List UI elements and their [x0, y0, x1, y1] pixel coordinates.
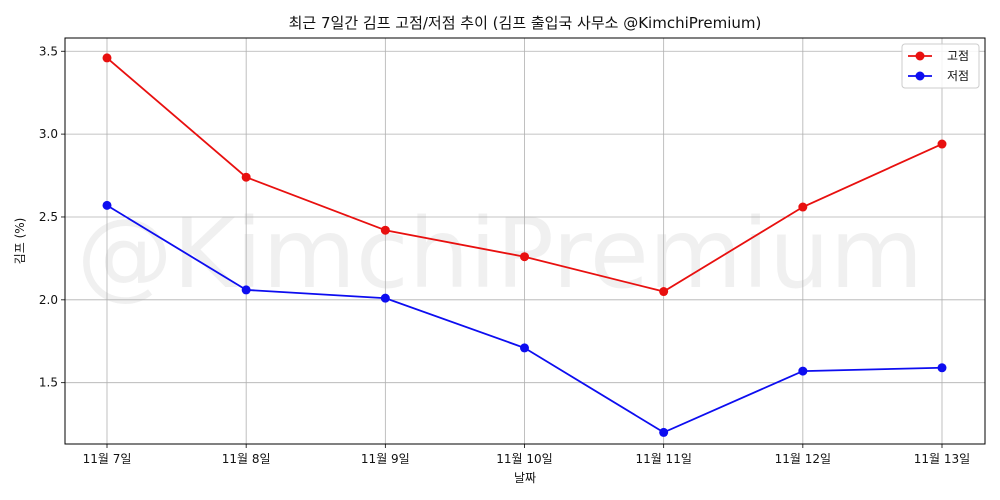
data-point: 저점 11월 7일: 2.57: [102, 200, 112, 210]
data-point: 저점 11월 12일: 1.57: [798, 366, 808, 376]
data-point: 고점 11월 12일: 2.56: [798, 202, 808, 212]
y-tick-label: 3.0: [39, 127, 58, 141]
series-layer: 고점 11월 7일: 3.46 고점 11월 8일: 2.74 고점 11월 9일:…: [102, 53, 947, 437]
grid: [65, 38, 985, 444]
x-tick-label: 11월 9일: [361, 452, 410, 466]
data-point: 저점 11월 11일: 1.2: [659, 427, 669, 437]
x-tick-label: 11월 8일: [222, 452, 271, 466]
data-point: 저점 11월 9일: 2.01: [380, 293, 390, 303]
y-tick-label: 2.5: [39, 210, 58, 224]
legend-label: 저점: [947, 69, 969, 83]
data-point: 저점 11월 8일: 2.06: [241, 285, 251, 295]
plot-area: [64, 37, 986, 445]
legend-item[interactable]: 고점: [908, 49, 969, 63]
x-axis: 11월 7일 11월 8일 11월 9일 11월 10일 11월 11일 11월 12일 1…: [83, 444, 970, 466]
data-point: 고점 11월 13일: 2.94: [937, 139, 947, 149]
data-point: 고점 11월 9일: 2.42: [380, 225, 390, 235]
x-tick-label: 11월 13일: [914, 452, 970, 466]
legend-item[interactable]: 저점: [908, 69, 969, 83]
y-tick-label: 3.5: [39, 44, 58, 58]
x-tick-label: 11월 12일: [775, 452, 831, 466]
y-axis: 1.5 2.0 2.5 3.0 3.5: [39, 44, 65, 390]
x-tick-label: 11월 10일: [496, 452, 552, 466]
data-point: 고점 11월 10일: 2.26: [520, 252, 529, 262]
x-tick-label: 11월 11일: [635, 452, 691, 466]
x-axis-label: 날짜: [514, 471, 536, 485]
legend-label: 고점: [947, 49, 969, 63]
x-tick-label: 11월 7일: [83, 452, 132, 466]
data-point: 고점 11월 11일: 2.05: [659, 287, 669, 297]
y-tick-label: 2.0: [39, 293, 58, 307]
y-axis-label: 김프 (%): [13, 218, 27, 265]
series-high: 고점 11월 7일: 3.46 고점 11월 8일: 2.74 고점 11월 9일:…: [102, 53, 947, 297]
data-point: 고점 11월 7일: 3.46: [102, 53, 112, 63]
legend-marker: [915, 71, 925, 81]
legend-marker: [915, 51, 925, 61]
data-point: 저점 11월 10일: 1.71: [520, 343, 529, 353]
y-tick-label: 1.5: [39, 376, 58, 390]
data-point: 고점 11월 8일: 2.74: [241, 172, 251, 182]
watermark-text: @KimchiPremium: [77, 198, 924, 310]
series-low: 저점 11월 7일: 2.57 저점 11월 8일: 2.06 저점 11월 9일:…: [102, 200, 947, 437]
chart-title: 최근 7일간 김프 고점/저점 추이 (김프 출입국 사무소 @KimchiPr…: [289, 14, 762, 32]
data-point: 저점 11월 13일: 1.59: [937, 363, 947, 373]
